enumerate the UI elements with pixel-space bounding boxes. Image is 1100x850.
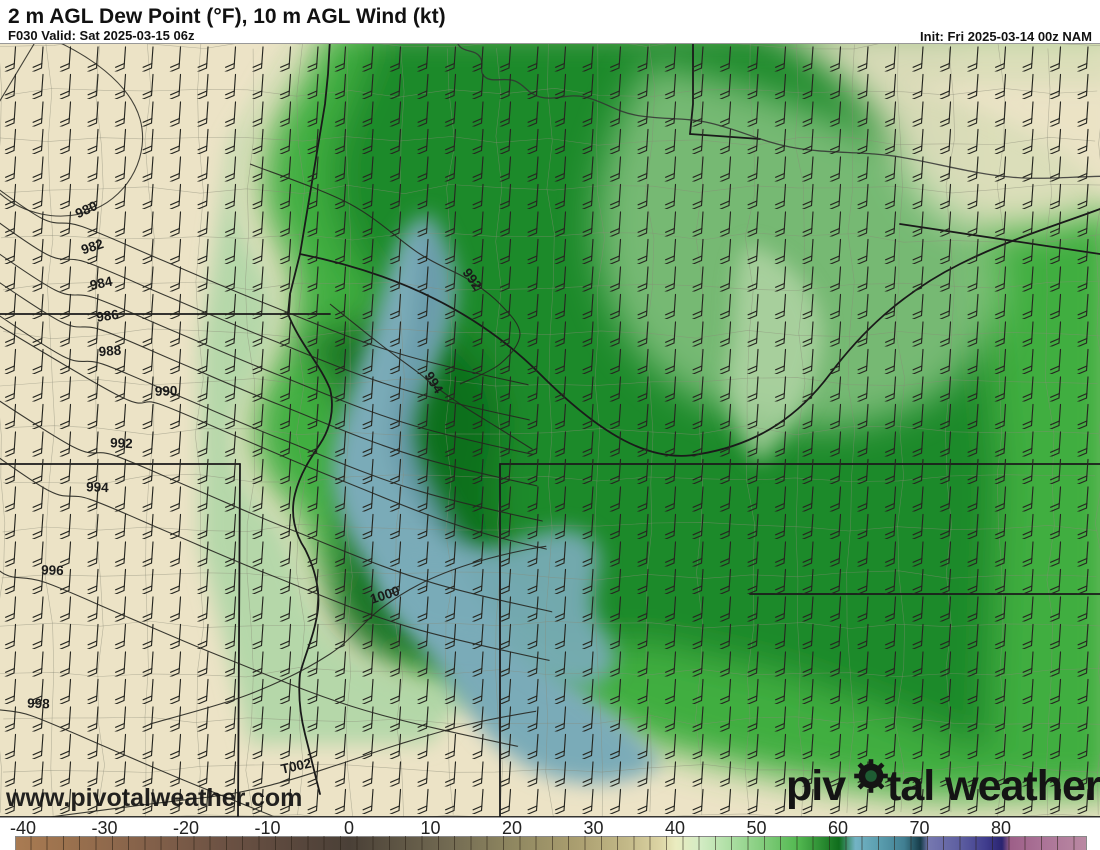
svg-text:piv: piv	[786, 762, 846, 810]
svg-text:www.pivotalweather.com: www.pivotalweather.com	[5, 784, 302, 812]
svg-text:tal weather: tal weather	[887, 762, 1100, 810]
